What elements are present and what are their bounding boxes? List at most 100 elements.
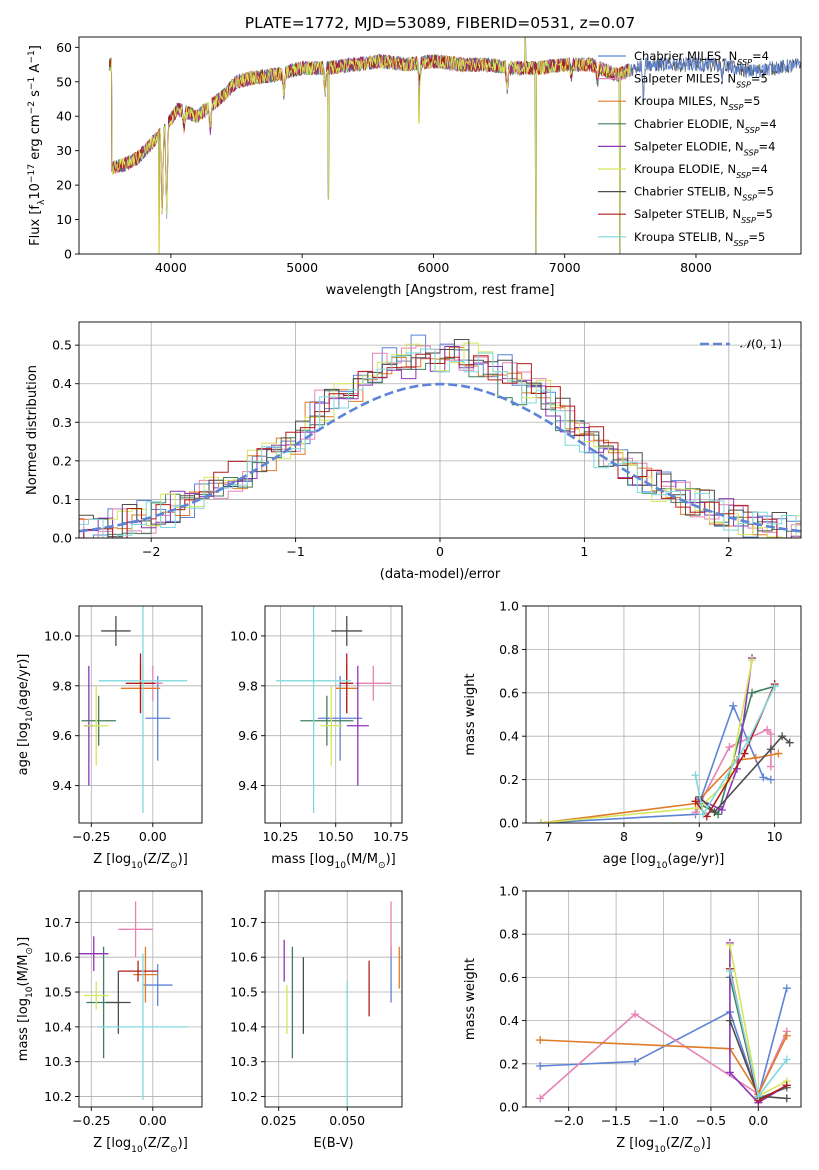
weight-series [725,966,791,1101]
label-part: 10 [25,986,35,998]
y-tick-label: 10.5 [230,985,258,1000]
y-tick-label: 0.8 [499,927,519,942]
y-axis-label: mass weight [463,673,478,755]
legend-text: Salpeter MILES, N [634,72,736,86]
series-line [698,657,753,812]
y-axis-label: mass weight [463,958,478,1040]
label-part: (Z/Z [143,1136,170,1151]
y-tick-label: 20 [56,178,72,193]
data-point-marker [744,736,753,745]
data-point-marker [778,732,787,741]
histogram-series [79,353,801,538]
series-line [540,1035,788,1096]
normal-reference-curve [79,382,801,533]
y-tick-label: 10.0 [44,628,72,643]
y-axis-label: age [log10(age/yr)] [16,654,35,776]
data-point-marker [710,808,719,817]
series-line [539,1013,788,1099]
y-tick-label: 10.4 [230,1019,258,1034]
data-point-marker [725,966,734,975]
label-part: λ [37,199,47,205]
label-part: age [log [603,852,656,867]
x-tick-label: −2 [142,544,160,559]
data-point-marker [763,725,772,734]
x-tick-label: 5000 [286,260,318,275]
legend-subscript: SSP [736,80,751,89]
data-point-marker [774,749,783,758]
weight-series [691,682,779,819]
series-line [541,703,772,823]
label-part: (M/M [346,852,378,867]
series-line [541,660,753,823]
errorbar-point [320,685,343,766]
data-point-marker [536,1061,545,1070]
y-tick-label: 0.8 [499,642,519,657]
errorbar-point [355,665,391,701]
y-tick-label: 10.0 [230,628,258,643]
label-part: Z [log [93,1136,131,1151]
data-point-marker [766,745,775,754]
legend-text: Chabrier STELIB, N [634,185,742,199]
y-tick-label: 50 [56,74,72,89]
chart-title: PLATE=1772, MJD=53089, FIBERID=0531, z=0… [245,14,635,32]
label-part: mass [log [16,998,31,1061]
errorbar-point [318,675,363,761]
y-tick-label: 0.4 [499,1013,519,1028]
label-part: 10 [131,861,143,871]
legend-text: =5 [743,94,760,108]
data-point-marker [725,1068,734,1077]
errorbar-point [276,606,352,814]
errorbar-point [133,946,158,1003]
series-line [694,685,776,817]
legend-text: Kroupa ELODIE, N [634,162,736,176]
x-tick-label: 10.75 [373,829,409,844]
y-tick-label: 0.2 [52,453,72,468]
data-point-marker [536,1094,545,1103]
x-tick-label: 10 [767,829,783,844]
legend-entry: 𝒩(0, 1) [740,337,782,351]
age-vs-mass-panel: 10.25 10.50 10.75 9.4 9.6 9.8 10.0 mass [log10(… [230,605,409,871]
label-part: (age/yr)] [667,852,724,867]
data-point-marker [691,771,700,780]
data-point-marker [729,701,738,710]
x-tick-label: 0.050 [329,1113,365,1128]
y-tick-label: 0.2 [499,1056,519,1071]
legend-text: =4 [752,49,769,63]
spectrum-plot-area [108,37,801,254]
y-tick-label: 10 [56,212,72,227]
legend-text: (0, 1) [751,337,782,351]
x-tick-label: 0.00 [139,829,167,844]
legend-subscript: SSP [729,103,744,112]
legend-entry: Salpeter STELIB, NSSP=5 [634,207,773,225]
legend-text: =5 [757,185,774,199]
y-tick-label: 0.3 [52,415,72,430]
axes-frame [525,605,802,824]
legend-subscript: SSP [736,171,751,180]
x-tick-label: 1 [580,544,588,559]
x-tick-label: 0.025 [261,1113,297,1128]
histogram-series [79,339,801,538]
data-point-marker [754,1092,763,1101]
weight-series [691,725,775,817]
data-point-marker [766,775,775,784]
y-tick-label: 10.2 [230,1089,258,1104]
errorbar-point [83,685,109,766]
data-point-marker [748,688,757,697]
x-tick-label: −0.25 [72,829,110,844]
data-point-marker [766,762,775,771]
legend-text: =4 [758,139,775,153]
data-point-marker [740,749,749,758]
data-point-marker [751,753,760,762]
x-tick-label: 0.0 [748,1113,768,1128]
data-point-marker [536,1036,545,1045]
y-tick-label: 10.6 [230,950,258,965]
label-part: −1 [27,50,37,63]
weight-series [537,749,783,823]
x-tick-label: −1.0 [648,1113,678,1128]
label-part: −1 [27,77,37,90]
y-tick-label: 0 [64,247,72,262]
data-point-marker [699,810,708,819]
data-point-marker [691,797,700,806]
mass-vs-ebv-panel: 0.025 0.050 10.2 10.3 10.4 10.5 10.6 10.7 E(B-V) [230,890,403,1151]
